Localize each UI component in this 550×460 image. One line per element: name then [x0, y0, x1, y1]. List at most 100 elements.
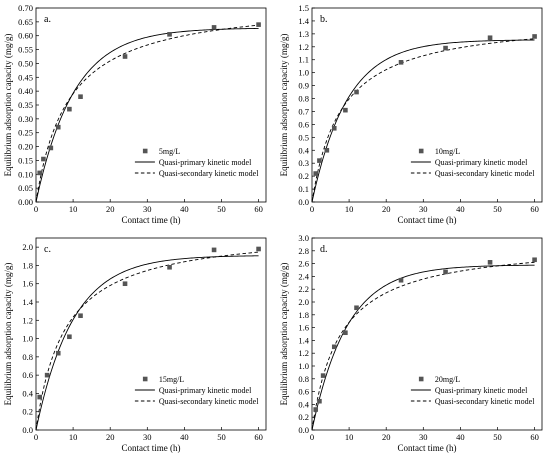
data-point	[324, 147, 330, 153]
data-point	[532, 34, 537, 39]
y-tick-label: 1.6	[22, 279, 33, 289]
x-axis-label: Contact time (h)	[398, 443, 457, 453]
legend-marker	[142, 148, 148, 154]
x-tick-label: 20	[106, 432, 115, 442]
legend-entry: Quasi-secondary kinetic model	[159, 169, 259, 178]
x-tick-label: 10	[69, 204, 78, 214]
quasi-secondary-curve	[35, 251, 259, 431]
y-tick-label: 1.8	[22, 260, 33, 270]
y-tick-label: 0.5	[298, 132, 309, 142]
y-axis-label: Equilibrium adsorption capacity (mg/g)	[279, 34, 289, 177]
legend-entry: Quasi-secondary kinetic model	[159, 397, 259, 406]
y-tick-label: 0.35	[18, 100, 33, 110]
y-tick-label: 1.4	[298, 335, 309, 345]
data-point	[55, 350, 61, 356]
data-point	[331, 344, 337, 350]
data-point	[398, 277, 404, 283]
data-point	[354, 89, 359, 95]
x-tick-label: 40	[456, 432, 465, 442]
x-tick-label: 30	[419, 432, 428, 442]
legend-entry: 5mg/L	[159, 147, 180, 156]
y-tick-label: 1.3	[298, 29, 309, 39]
data-point	[256, 22, 261, 27]
x-tick-label: 10	[69, 432, 78, 442]
x-tick-label: 30	[143, 432, 152, 442]
legend-marker	[142, 376, 148, 382]
y-tick-label: 0.8	[22, 352, 33, 362]
chart-panel: 0 10 20 30 40 50 60 0.0 0.2 0.4 0.6 0.8 1.0 1.2 1.4 1.6…	[3, 237, 267, 453]
y-tick-label: 1.2	[298, 348, 309, 358]
y-tick-label: 0.2	[298, 412, 309, 422]
y-tick-label: 1.2	[298, 42, 309, 52]
y-tick-label: 1.0	[298, 68, 309, 78]
y-tick-label: 0.4	[22, 388, 33, 398]
legend-entry: 20mg/L	[435, 375, 460, 384]
plot-frame	[311, 7, 543, 203]
y-tick-label: 1.0	[298, 361, 309, 371]
y-tick-label: 0.2	[298, 171, 309, 181]
x-tick-label: 60	[530, 204, 539, 214]
y-tick-label: 1.1	[298, 55, 309, 65]
y-tick-label: 0.05	[18, 183, 33, 193]
y-tick-label: 1.8	[298, 310, 309, 320]
legend-marker	[418, 376, 424, 382]
y-tick-label: 0.60	[18, 31, 33, 41]
panel-label: d.	[320, 244, 328, 255]
chart-panel: 0 10 20 30 40 50 60 0.0 0.1 0.2 0.3 0.4 0.5 0.6 0.7 0.8…	[279, 3, 543, 225]
data-point	[317, 398, 322, 404]
y-tick-label: 0.4	[298, 145, 309, 155]
data-point	[211, 247, 217, 253]
y-tick-label: 2.0	[22, 242, 33, 252]
panel-label: a.	[44, 14, 51, 25]
y-tick-label: 0.8	[298, 94, 309, 104]
legend-entry: Quasi-primary kinetic model	[159, 386, 252, 395]
data-point	[55, 124, 61, 130]
y-tick-label: 0.0	[298, 197, 309, 207]
data-point	[487, 35, 493, 41]
quasi-secondary-curve	[311, 261, 535, 431]
y-tick-label: 2.2	[298, 284, 309, 294]
legend-entry: Quasi-secondary kinetic model	[435, 169, 535, 178]
y-tick-label: 0.15	[18, 155, 33, 165]
data-point	[487, 260, 493, 265]
legend-entry: 15mg/L	[159, 375, 184, 384]
x-tick-label: 40	[180, 204, 189, 214]
quasi-primary-curve	[311, 39, 535, 203]
y-tick-label: 0.30	[18, 114, 33, 124]
chart-panel: 0 10 20 30 40 50 60 0.0 0.2 0.4 0.6 0.8 1.0 1.2 1.4 1.6…	[279, 233, 543, 453]
data-point	[317, 158, 322, 163]
data-point	[532, 257, 537, 263]
y-tick-label: 0.50	[18, 58, 33, 68]
y-tick-label: 0.25	[18, 128, 33, 138]
y-tick-label: 0.6	[298, 387, 309, 397]
y-tick-label: 0.8	[298, 374, 309, 384]
y-tick-label: 2.0	[298, 297, 309, 307]
chart-panel: 0 10 20 30 40 50 60 0.00 0.05 0.10 0.15 0.20 0.25 0.3…	[3, 3, 267, 225]
plot-frame	[35, 237, 267, 431]
data-point	[343, 107, 348, 113]
y-tick-label: 0.7	[298, 106, 309, 116]
data-point	[211, 25, 217, 30]
y-tick-label: 0.00	[18, 197, 33, 207]
quasi-secondary-curve	[35, 24, 259, 203]
plot-frame	[311, 237, 543, 431]
y-axis-label: Equilibrium adsorption capacity (mg/g)	[279, 263, 289, 406]
x-tick-label: 60	[530, 432, 539, 442]
y-tick-label: 0.55	[18, 45, 33, 55]
x-tick-label: 50	[217, 432, 226, 442]
data-point	[78, 94, 83, 99]
x-tick-label: 10	[345, 204, 354, 214]
y-axis-label: Equilibrium adsorption capacity (mg/g)	[3, 34, 13, 177]
data-point	[37, 170, 43, 176]
x-tick-label: 0	[34, 204, 38, 214]
x-tick-label: 50	[493, 432, 502, 442]
y-axis-label: Equilibrium adsorption capacity (mg/g)	[3, 263, 13, 406]
y-tick-label: 0.65	[18, 17, 33, 27]
data-point	[122, 281, 128, 287]
x-tick-label: 30	[419, 204, 428, 214]
data-point	[78, 313, 83, 319]
x-axis-label: Contact time (h)	[122, 215, 181, 225]
x-tick-label: 10	[345, 432, 354, 442]
data-point	[41, 156, 46, 162]
